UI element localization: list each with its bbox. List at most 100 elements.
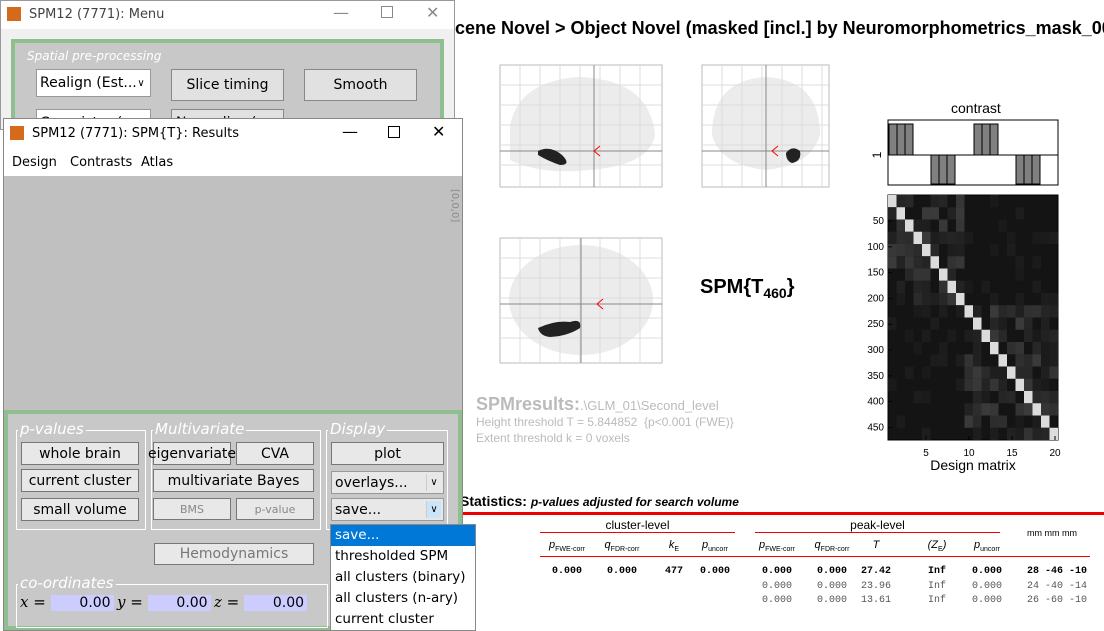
button[interactable]: plot: [331, 442, 444, 465]
matrix-cell: [947, 293, 956, 306]
button[interactable]: Smooth: [304, 69, 417, 101]
matrix-cell: [939, 305, 948, 318]
equals: =: [28, 593, 51, 611]
cell: Inf: [927, 595, 946, 606]
matrix-cell: [973, 415, 982, 428]
matrix-cell: [1041, 329, 1050, 342]
coordinate-field[interactable]: 0.00: [50, 595, 114, 611]
matrix-cell: [922, 231, 931, 244]
matrix-cell: [896, 256, 905, 269]
matrix-cell: [1041, 403, 1050, 416]
y-tick-label: 450: [867, 422, 884, 433]
cell: 28 -46 -10: [1027, 566, 1088, 577]
button[interactable]: small volume: [21, 498, 139, 521]
contrast-bars: [888, 123, 1041, 185]
menu-item[interactable]: Atlas: [141, 155, 174, 170]
close[interactable]: ✕: [426, 3, 440, 22]
realign-popup[interactable]: Realign (Est... ∨: [36, 69, 151, 97]
coordinate-field[interactable]: 0.00: [244, 595, 308, 611]
window-title: SPM12 (7771): SPM{T}: Results: [32, 126, 239, 141]
close[interactable]: ✕: [432, 122, 446, 141]
overlays-popup[interactable]: overlays... ∨: [331, 471, 444, 494]
header-main: (Z: [927, 539, 939, 551]
matrix-cell: [896, 280, 905, 293]
column-header: pFWE-corr: [537, 539, 597, 553]
matrix-cell: [964, 366, 973, 379]
cell: 0.000: [761, 580, 792, 592]
matrix-cell: [1032, 342, 1041, 355]
y-tick-label: 150: [867, 268, 884, 279]
title-bar: SPM12 (7771): Menu — ✕: [1, 1, 454, 29]
button[interactable]: multivariate Bayes: [153, 469, 314, 492]
button[interactable]: CVA: [236, 442, 314, 465]
matrix-cell: [1049, 231, 1058, 244]
menu-item[interactable]: Contrasts: [70, 155, 133, 170]
minimize[interactable]: —: [333, 3, 349, 22]
matrix-cell: [896, 244, 905, 257]
matrix-cell: [905, 268, 914, 281]
button[interactable]: eigenvariate: [148, 442, 236, 465]
matrix-cell: [1041, 317, 1050, 330]
matrix-cell: [998, 378, 1007, 391]
header-sub: E: [674, 546, 680, 554]
matrix-cell: [973, 378, 982, 391]
dropdown-item[interactable]: all clusters (binary): [335, 569, 466, 585]
matrix-cell: [1015, 207, 1024, 220]
matrix-cell: [888, 207, 897, 220]
matrix-cell: [896, 415, 905, 428]
button[interactable]: Hemodynamics: [154, 543, 314, 565]
matrix-cell: [981, 403, 990, 416]
dropdown-item[interactable]: save...: [331, 525, 475, 546]
dropdown-item[interactable]: current cluster: [335, 611, 434, 627]
matrix-cell: [913, 293, 922, 306]
dropdown-item[interactable]: all clusters (n-ary): [335, 590, 459, 606]
cluster-level: cluster-level: [540, 518, 735, 533]
matrix-cell: [998, 305, 1007, 318]
dropdown-list: save... thresholded SPM all clusters (bina…: [330, 524, 476, 631]
column-header: T: [846, 539, 906, 551]
app-icon: [7, 7, 21, 21]
cell: 0.000: [971, 595, 1002, 606]
matrix-cell: [947, 256, 956, 269]
matrix-cell: [1024, 403, 1033, 416]
dropdown-item[interactable]: thresholded SPM: [335, 548, 449, 564]
matrix-cell: [922, 293, 931, 306]
header-sub: FDR-corr: [820, 546, 850, 554]
matrix-cell: [1032, 231, 1041, 244]
matrix-cell: [1049, 342, 1058, 355]
cell: 0.000: [761, 566, 792, 577]
button[interactable]: Slice timing: [171, 69, 284, 101]
matrix-cell: [981, 280, 990, 293]
group-label: co-ordinates: [18, 574, 116, 592]
header-main: q: [604, 539, 611, 551]
matrix-cell: [930, 231, 939, 244]
group-label: Spatial pre-processing: [27, 49, 162, 63]
matrix-cell: [1024, 391, 1033, 404]
group-label: Display: [328, 420, 388, 438]
contrast-tick: 1: [870, 151, 884, 158]
button[interactable]: whole brain: [21, 442, 139, 465]
table-title: Statistics:: [460, 493, 527, 509]
button[interactable]: current cluster: [21, 469, 139, 492]
maximize[interactable]: [381, 6, 393, 18]
matrix-cell: [973, 403, 982, 416]
save-popup[interactable]: save... ∨: [331, 498, 444, 521]
matrix-cell: [905, 256, 914, 269]
maximize[interactable]: [388, 126, 400, 138]
popup-text: overlays...: [335, 474, 408, 491]
group-label: p-values: [18, 420, 86, 438]
matrix-cell: [1024, 317, 1033, 330]
matrix-cell: [964, 280, 973, 293]
menu-window: SPM12 (7771): Menu — ✕ Spatial pre-proce…: [0, 0, 455, 137]
matrix-cell: [930, 293, 939, 306]
matrix-cell: [964, 305, 973, 318]
matrix-cell: [905, 195, 914, 208]
cell: 0.000: [816, 580, 847, 592]
minimize[interactable]: —: [342, 122, 358, 141]
matrix-cell: [1032, 354, 1041, 367]
coordinate-field[interactable]: 0.00: [147, 595, 211, 611]
matrix-cell: [1032, 329, 1041, 342]
menu-item[interactable]: Design: [12, 155, 57, 170]
matrix-cell: [1032, 403, 1041, 416]
graphics-title: cene Novel > Object Novel (masked [incl.…: [455, 18, 1104, 38]
